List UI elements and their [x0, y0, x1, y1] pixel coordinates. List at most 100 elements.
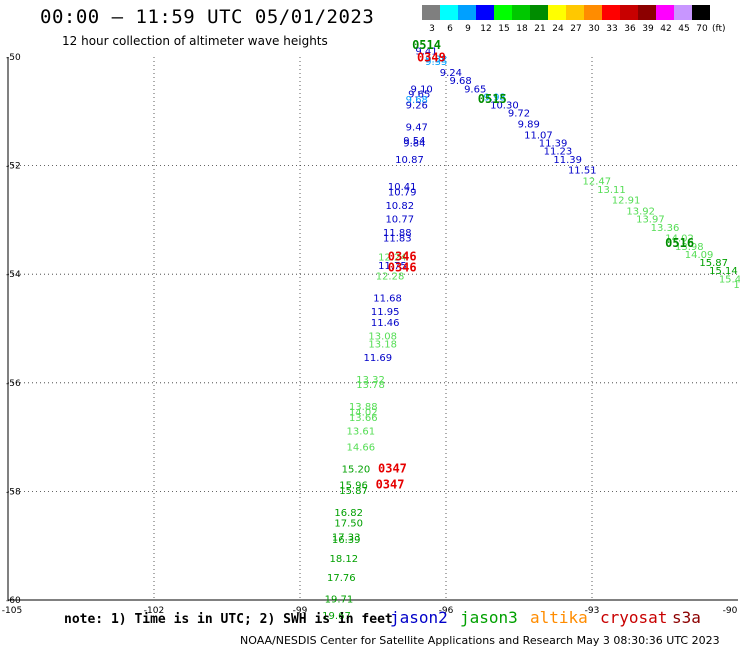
colorbar-label: 42 [660, 24, 671, 34]
wave-height-point: 9.68 [449, 76, 471, 87]
y-tick-label: -56 [6, 379, 21, 389]
colorbar-swatch [674, 5, 692, 20]
wave-height-point: 11.88 [383, 228, 412, 239]
y-tick-label: -52 [6, 162, 21, 172]
color-legend: 3 6 9 12 15 18 21 24 27 30 33 36 39 42 45 70 (ft) [422, 5, 726, 34]
wave-height-point: 10.82 [385, 201, 414, 212]
colorbar-label: 36 [624, 24, 636, 34]
wave-height-point: 18.12 [329, 554, 358, 565]
wave-height-point: 14.02 [665, 234, 694, 245]
x-tick-label: -93 [585, 606, 600, 616]
wave-height-point: 12.28 [376, 272, 405, 283]
colorbar-label: 12 [480, 24, 491, 34]
wave-height-point: 15.87 [699, 258, 728, 269]
wave-height-point: 13.66 [349, 413, 378, 424]
colorbar-swatch [512, 5, 530, 20]
wave-height-point: 11.83 [383, 234, 412, 245]
wave-height-point: 11.68 [373, 293, 402, 304]
time-label: 0515 [478, 92, 507, 106]
colorbar-swatch [656, 5, 674, 20]
footer-note: note: 1) Time is in UTC; 2) SWH is in fe… [64, 612, 393, 627]
wave-height-point: 13.08 [368, 331, 397, 342]
wave-height-point: 14.66 [733, 280, 740, 291]
colorbar-swatch [584, 5, 602, 20]
wave-height-point: 9.89 [518, 120, 540, 131]
wave-height-point: 13.92 [626, 206, 655, 217]
colorbar-swatch [530, 5, 548, 20]
x-tick-label: -96 [439, 606, 454, 616]
wave-height-point: 9.41 [415, 46, 437, 57]
y-tick-label: -58 [6, 487, 21, 497]
wave-height-point: 15.87 [339, 486, 368, 497]
wave-height-point: 11.69 [364, 353, 393, 364]
wave-height-point: 10.77 [385, 215, 414, 226]
wave-height-point: 19.67 [322, 611, 351, 620]
colorbar-unit: (ft) [712, 24, 726, 34]
wave-height-point: 15.96 [339, 481, 368, 492]
wave-height-point: 10.87 [395, 155, 424, 166]
wave-height-point: 15.20 [342, 464, 371, 475]
wave-height-point: 11.95 [371, 307, 400, 318]
time-label: 0346 [388, 250, 417, 264]
wave-height-point: 15.42 [719, 274, 740, 285]
wave-height-point: 14.09 [685, 250, 714, 261]
page-title: 00:00 – 11:59 UTC 05/01/2023 [40, 6, 375, 28]
altimeter-plot: -105 -102 -99 -96 -93 -90 -50 -52 -54 -56 -58 -60 9.… [2, 38, 740, 620]
wave-height-point: 11.07 [524, 130, 553, 141]
satellite-jason3: jason3 [460, 608, 518, 627]
wave-height-point: 17.76 [327, 573, 356, 584]
colorbar-label: 27 [570, 24, 581, 34]
time-label: 0347 [376, 478, 405, 492]
wave-height-point: 16.39 [332, 535, 361, 546]
colorbar-swatch [476, 5, 494, 20]
wave-height-point: 19.71 [325, 595, 354, 606]
satellite-altika: altika [530, 608, 588, 627]
wave-height-point: 11.46 [371, 318, 400, 329]
wave-height-point: 9.54 [403, 136, 425, 147]
wave-height-point: 9.72 [508, 109, 530, 120]
wave-height-point: 11.23 [544, 147, 573, 158]
y-tick-label: -60 [6, 596, 21, 606]
wave-height-point: 11.75 [378, 261, 407, 272]
x-tick-label: -102 [144, 606, 164, 616]
wave-height-point: 10.41 [388, 182, 417, 193]
satellite-jason2: jason2 [390, 608, 448, 627]
colorbar-swatch [692, 5, 710, 20]
wave-height-point: 10.30 [490, 101, 519, 112]
time-label: 0516 [665, 236, 694, 250]
wave-height-point: 10.79 [388, 187, 417, 198]
wave-height-point: 16.82 [334, 508, 363, 519]
colorbar-label: 21 [534, 24, 545, 34]
time-label: 0349 [417, 50, 446, 64]
wave-height-point: 9.47 [406, 122, 428, 133]
satellite-cryosat: cryosat [600, 608, 668, 627]
time-label: 0346 [388, 260, 417, 274]
colorbar-label: 24 [552, 24, 564, 34]
colorbar-label: 70 [696, 24, 708, 34]
colorbar-swatch [620, 5, 638, 20]
colorbar-swatch [548, 5, 566, 20]
wave-height-point: 13.61 [347, 426, 376, 437]
colorbar-swatch [566, 5, 584, 20]
colorbar-label: 39 [642, 24, 654, 34]
wave-height-point: 17.33 [332, 532, 361, 543]
wave-height-point: 11.51 [568, 166, 597, 177]
colorbar-swatch [422, 5, 440, 20]
y-tick-label: -54 [6, 270, 21, 280]
wave-height-point: 13.11 [597, 185, 626, 196]
colorbar-label: 33 [606, 24, 617, 34]
wave-height-point: 12.91 [612, 196, 641, 207]
colorbar-swatch [440, 5, 458, 20]
wave-height-point: 9.24 [440, 68, 462, 79]
colorbar-label: 30 [588, 24, 600, 34]
wave-height-point: 9.65 [408, 90, 430, 101]
wave-height-point: 9.26 [406, 101, 428, 112]
wave-height-point: 12.24 [378, 253, 407, 264]
colorbar-swatch [638, 5, 656, 20]
wave-height-point: 9.98 [484, 92, 506, 103]
x-tick-label: -90 [723, 606, 738, 616]
wave-height-point: 13.98 [675, 242, 704, 253]
wave-height-point: 13.32 [356, 375, 385, 386]
y-tick-label: -50 [6, 53, 21, 63]
x-tick-label: -99 [293, 606, 308, 616]
